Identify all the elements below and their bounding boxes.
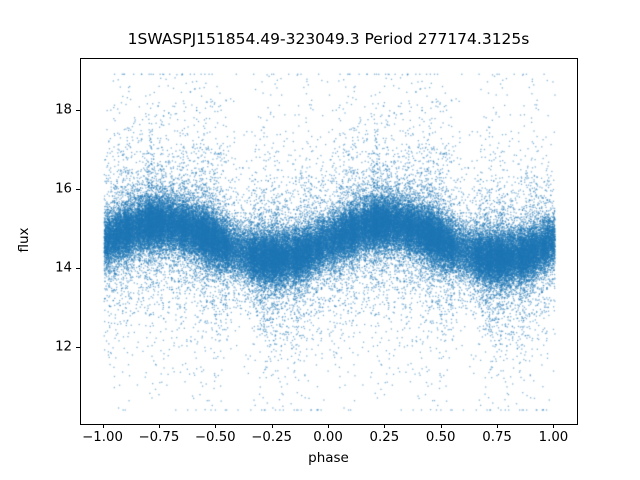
x-tick-label: 0.75 [482, 430, 512, 445]
x-axis-tick [215, 424, 217, 428]
x-axis-tick [384, 424, 386, 428]
y-tick-label: 18 [55, 102, 72, 118]
x-axis-tick [271, 424, 273, 428]
x-axis-label: phase [308, 450, 349, 466]
x-axis-tick [158, 424, 160, 428]
y-axis-tick [76, 189, 80, 191]
x-tick-label: 0.25 [369, 430, 400, 445]
y-axis-tick [76, 347, 80, 349]
x-tick-label: −1.00 [82, 430, 123, 445]
x-tick-label: −0.75 [138, 430, 180, 445]
x-tick-label: 0.00 [313, 430, 343, 445]
x-axis-tick [497, 424, 499, 428]
y-tick-label: 14 [55, 260, 72, 276]
x-tick-label: 0.50 [425, 430, 456, 445]
x-axis-tick [102, 424, 104, 428]
y-tick-label: 12 [55, 339, 72, 355]
x-axis-tick [553, 424, 555, 428]
chart-title: 1SWASPJ151854.49-323049.3 Period 277174.… [127, 30, 530, 48]
y-axis-tick [76, 110, 80, 112]
x-tick-label: −0.50 [194, 430, 236, 445]
scatter-points-canvas [81, 59, 577, 424]
x-tick-label: −0.25 [251, 430, 292, 445]
y-axis-tick [76, 268, 80, 270]
y-tick-label: 16 [55, 181, 72, 197]
x-tick-label: 1.00 [538, 430, 569, 445]
plot-area [80, 58, 578, 425]
x-axis-tick [440, 424, 442, 428]
y-axis-label: flux [16, 227, 32, 253]
x-axis-tick [328, 424, 329, 428]
